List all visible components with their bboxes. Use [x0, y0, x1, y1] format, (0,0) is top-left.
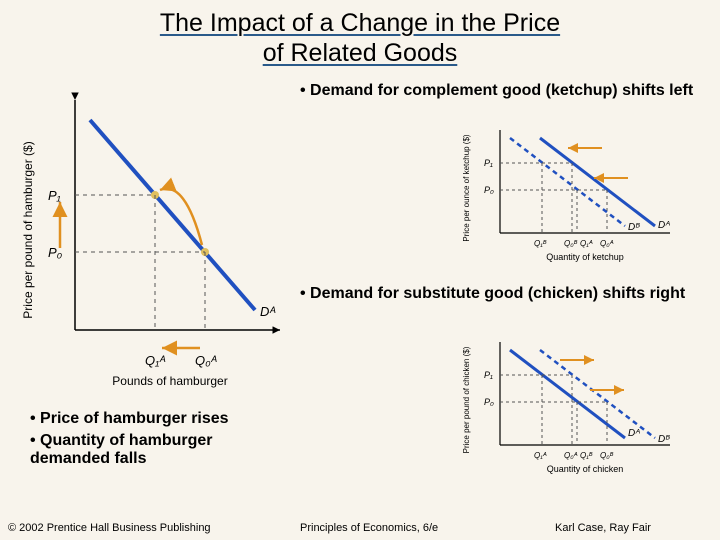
- ketchup-Q1A: Q₁ᴬ: [580, 239, 593, 248]
- ylabel-main: Price per pound of hamburger ($): [21, 141, 35, 318]
- chicken-Q1B: Q₁ᴮ: [580, 451, 593, 460]
- ketchup-DA: Dᴬ: [658, 220, 670, 231]
- ketchup-Q0B: Q₀ᴮ: [564, 239, 578, 248]
- xlabel-main: Pounds of hamburger: [112, 374, 227, 388]
- chicken-DA: Dᴬ: [628, 428, 640, 439]
- footer-right: Karl Case, Ray Fair: [555, 522, 651, 534]
- bullet-substitute: Demand for substitute good (chicken) shi…: [300, 285, 700, 303]
- chicken-Q1A: Q₁ᴬ: [534, 451, 547, 460]
- ketchup-P0: P₀: [484, 185, 494, 195]
- hamburger-chart: Dᴬ P₁ P₀ Q₁ᴬ Q₀ᴬ Price per pound of hamb…: [20, 80, 300, 390]
- label-P1: P₁: [48, 188, 61, 203]
- slide-title: The Impact of a Change in the Price of R…: [0, 0, 720, 68]
- ketchup-P1: P₁: [484, 158, 493, 168]
- footer-left: © 2002 Prentice Hall Business Publishing: [8, 522, 211, 534]
- chicken-chart: Dᴬ Dᴮ P₁ P₀ Q₁ᴬ Q₀ᴬ Q₁ᴮ Q₀ᴮ Price per po…: [460, 330, 690, 480]
- bullet-qty-falls: Quantity of hamburger demanded falls: [30, 432, 290, 468]
- chicken-DB: Dᴮ: [658, 434, 670, 445]
- xlabel-ketchup: Quantity of ketchup: [546, 252, 624, 262]
- ketchup-Q1B: Q₁ᴮ: [534, 239, 547, 248]
- bullet-price-rises: Price of hamburger rises: [30, 410, 229, 428]
- chicken-Q0A: Q₀ᴬ: [564, 451, 578, 460]
- label-Q1: Q₁ᴬ: [145, 353, 166, 368]
- ketchup-Q0A: Q₀ᴬ: [600, 239, 614, 248]
- ketchup-chart: Dᴬ Dᴮ P₁ P₀ Q₁ᴮ Q₀ᴮ Q₁ᴬ Q₀ᴬ Price per ou…: [460, 118, 690, 268]
- bullet-complement: Demand for complement good (ketchup) shi…: [300, 82, 700, 100]
- label-Q0: Q₀ᴬ: [195, 353, 218, 368]
- title-line1: The Impact of a Change in the Price: [160, 9, 560, 37]
- curve-label-DA: Dᴬ: [260, 304, 276, 319]
- title-line2: of Related Goods: [263, 39, 458, 67]
- ylabel-ketchup: Price per ounce of ketchup ($): [462, 134, 471, 242]
- chicken-P1: P₁: [484, 370, 493, 380]
- footer-center: Principles of Economics, 6/e: [300, 522, 438, 534]
- chicken-Q0B: Q₀ᴮ: [600, 451, 614, 460]
- label-P0: P₀: [48, 245, 63, 260]
- chicken-P0: P₀: [484, 397, 494, 407]
- xlabel-chicken: Quantity of chicken: [547, 464, 624, 474]
- ketchup-DB: Dᴮ: [628, 222, 640, 233]
- ylabel-chicken: Price per pound of chicken ($): [462, 346, 471, 453]
